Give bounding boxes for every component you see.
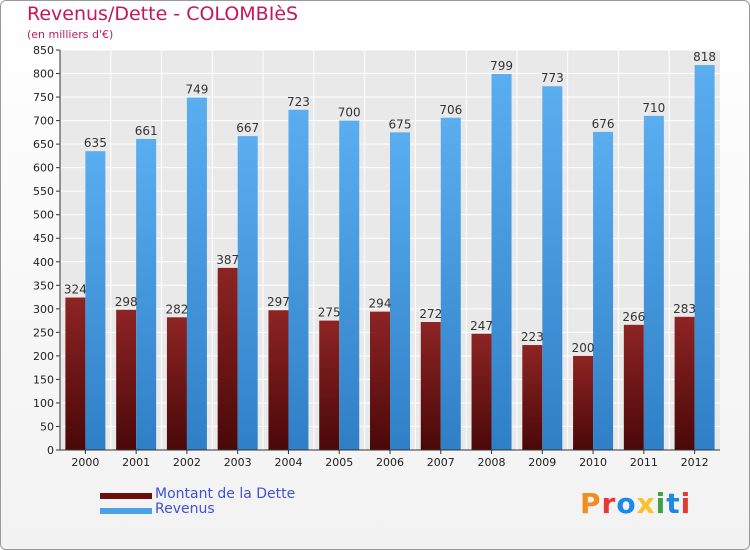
bar-revenue-2001	[136, 138, 157, 451]
data-label-revenue-2001: 661	[135, 124, 158, 138]
bar-revenue-2003	[237, 136, 258, 450]
bar-debt-2012	[674, 316, 695, 450]
y-tick-label-100: 100	[33, 397, 54, 410]
bar-debt-2003	[217, 267, 238, 450]
y-tick-label-300: 300	[33, 303, 54, 316]
x-tick-label-2009: 2009	[528, 456, 556, 469]
data-label-debt-2003: 387	[216, 253, 239, 267]
x-tick-label-2004: 2004	[274, 456, 302, 469]
bar-revenue-2005	[339, 120, 360, 451]
y-tick-label-200: 200	[33, 350, 54, 363]
proxiti-logo: Proxiti	[580, 487, 692, 520]
bar-revenue-2006	[390, 132, 410, 450]
data-label-debt-2011: 266	[622, 310, 645, 324]
data-label-debt-2005: 275	[318, 306, 341, 320]
y-tick-label-550: 550	[33, 185, 54, 198]
data-label-debt-2002: 282	[165, 302, 188, 316]
legend-swatch-debt	[100, 493, 152, 499]
data-label-revenue-2012: 818	[693, 50, 716, 64]
bar-debt-2006	[370, 311, 390, 450]
bar-debt-2008	[471, 333, 492, 450]
chart-subtitle: (en milliers d'€)	[27, 28, 114, 41]
x-tick-label-2003: 2003	[224, 456, 252, 469]
x-tick-label-2005: 2005	[325, 456, 353, 469]
data-label-revenue-2009: 773	[541, 71, 564, 85]
y-tick-label-350: 350	[33, 279, 54, 292]
y-tick-label-0: 0	[47, 444, 54, 457]
y-tick-label-650: 650	[33, 138, 54, 151]
bar-debt-2000	[65, 297, 86, 450]
data-label-revenue-2010: 676	[592, 117, 615, 131]
y-tick-label-450: 450	[33, 232, 54, 245]
y-tick-label-800: 800	[33, 68, 54, 81]
y-tick-label-400: 400	[33, 256, 54, 269]
y-tick-label-700: 700	[33, 115, 54, 128]
x-tick-label-2012: 2012	[681, 456, 709, 469]
x-tick-label-2011: 2011	[630, 456, 658, 469]
y-tick-label-600: 600	[33, 162, 54, 175]
y-tick-label-50: 50	[40, 420, 54, 433]
bar-debt-2011	[623, 324, 644, 450]
data-label-debt-2000: 324	[64, 283, 87, 297]
x-tick-label-2008: 2008	[478, 456, 506, 469]
data-label-revenue-2005: 700	[338, 106, 361, 120]
bar-debt-2001	[116, 309, 137, 450]
x-tick-label-2007: 2007	[427, 456, 455, 469]
bar-revenue-2004	[288, 109, 309, 450]
y-tick-label-150: 150	[33, 373, 54, 386]
x-tick-label-2000: 2000	[71, 456, 99, 469]
data-label-revenue-2002: 749	[185, 83, 208, 97]
x-tick-label-2006: 2006	[376, 456, 404, 469]
bar-revenue-2010	[593, 131, 614, 450]
data-label-revenue-2003: 667	[236, 121, 259, 135]
data-label-debt-2001: 298	[115, 295, 138, 309]
data-label-debt-2007: 272	[419, 307, 442, 321]
data-label-revenue-2008: 799	[490, 59, 513, 73]
data-label-revenue-2000: 635	[84, 136, 107, 150]
bar-revenue-2000	[85, 151, 106, 451]
x-tick-label-2001: 2001	[122, 456, 150, 469]
data-label-debt-2008: 247	[470, 319, 493, 333]
x-tick-label-2002: 2002	[173, 456, 201, 469]
data-label-revenue-2006: 675	[389, 117, 412, 131]
y-tick-label-850: 850	[33, 44, 54, 57]
bar-debt-2004	[268, 310, 289, 450]
y-tick-label-500: 500	[33, 209, 54, 222]
legend-swatch-revenue	[100, 508, 152, 514]
bar-revenue-2012	[694, 65, 715, 450]
legend-label-debt: Montant de la Dette	[155, 486, 296, 502]
y-tick-label-250: 250	[33, 326, 54, 339]
legend-label-revenue: Revenus	[155, 501, 215, 517]
data-label-revenue-2011: 710	[642, 101, 665, 115]
y-tick-label-750: 750	[33, 91, 54, 104]
bar-debt-2007	[420, 322, 441, 450]
data-label-debt-2006: 294	[369, 297, 392, 311]
data-label-revenue-2004: 723	[287, 95, 310, 109]
bar-debt-2002	[166, 317, 187, 450]
bar-revenue-2009	[542, 86, 563, 450]
data-label-debt-2009: 223	[521, 330, 544, 344]
bar-revenue-2002	[186, 97, 207, 450]
x-tick-label-2010: 2010	[579, 456, 607, 469]
bar-debt-2010	[573, 355, 594, 450]
bar-debt-2005	[319, 320, 340, 450]
data-label-revenue-2007: 706	[439, 103, 462, 117]
data-label-debt-2010: 200	[572, 341, 595, 355]
data-label-debt-2004: 297	[267, 295, 290, 309]
data-label-debt-2012: 283	[673, 302, 696, 316]
bar-debt-2009	[522, 345, 543, 450]
bar-revenue-2007	[440, 117, 461, 450]
bar-revenue-2008	[491, 74, 512, 450]
chart-title: Revenus/Dette - COLOMBIèS	[27, 3, 299, 25]
bar-revenue-2011	[643, 115, 664, 450]
